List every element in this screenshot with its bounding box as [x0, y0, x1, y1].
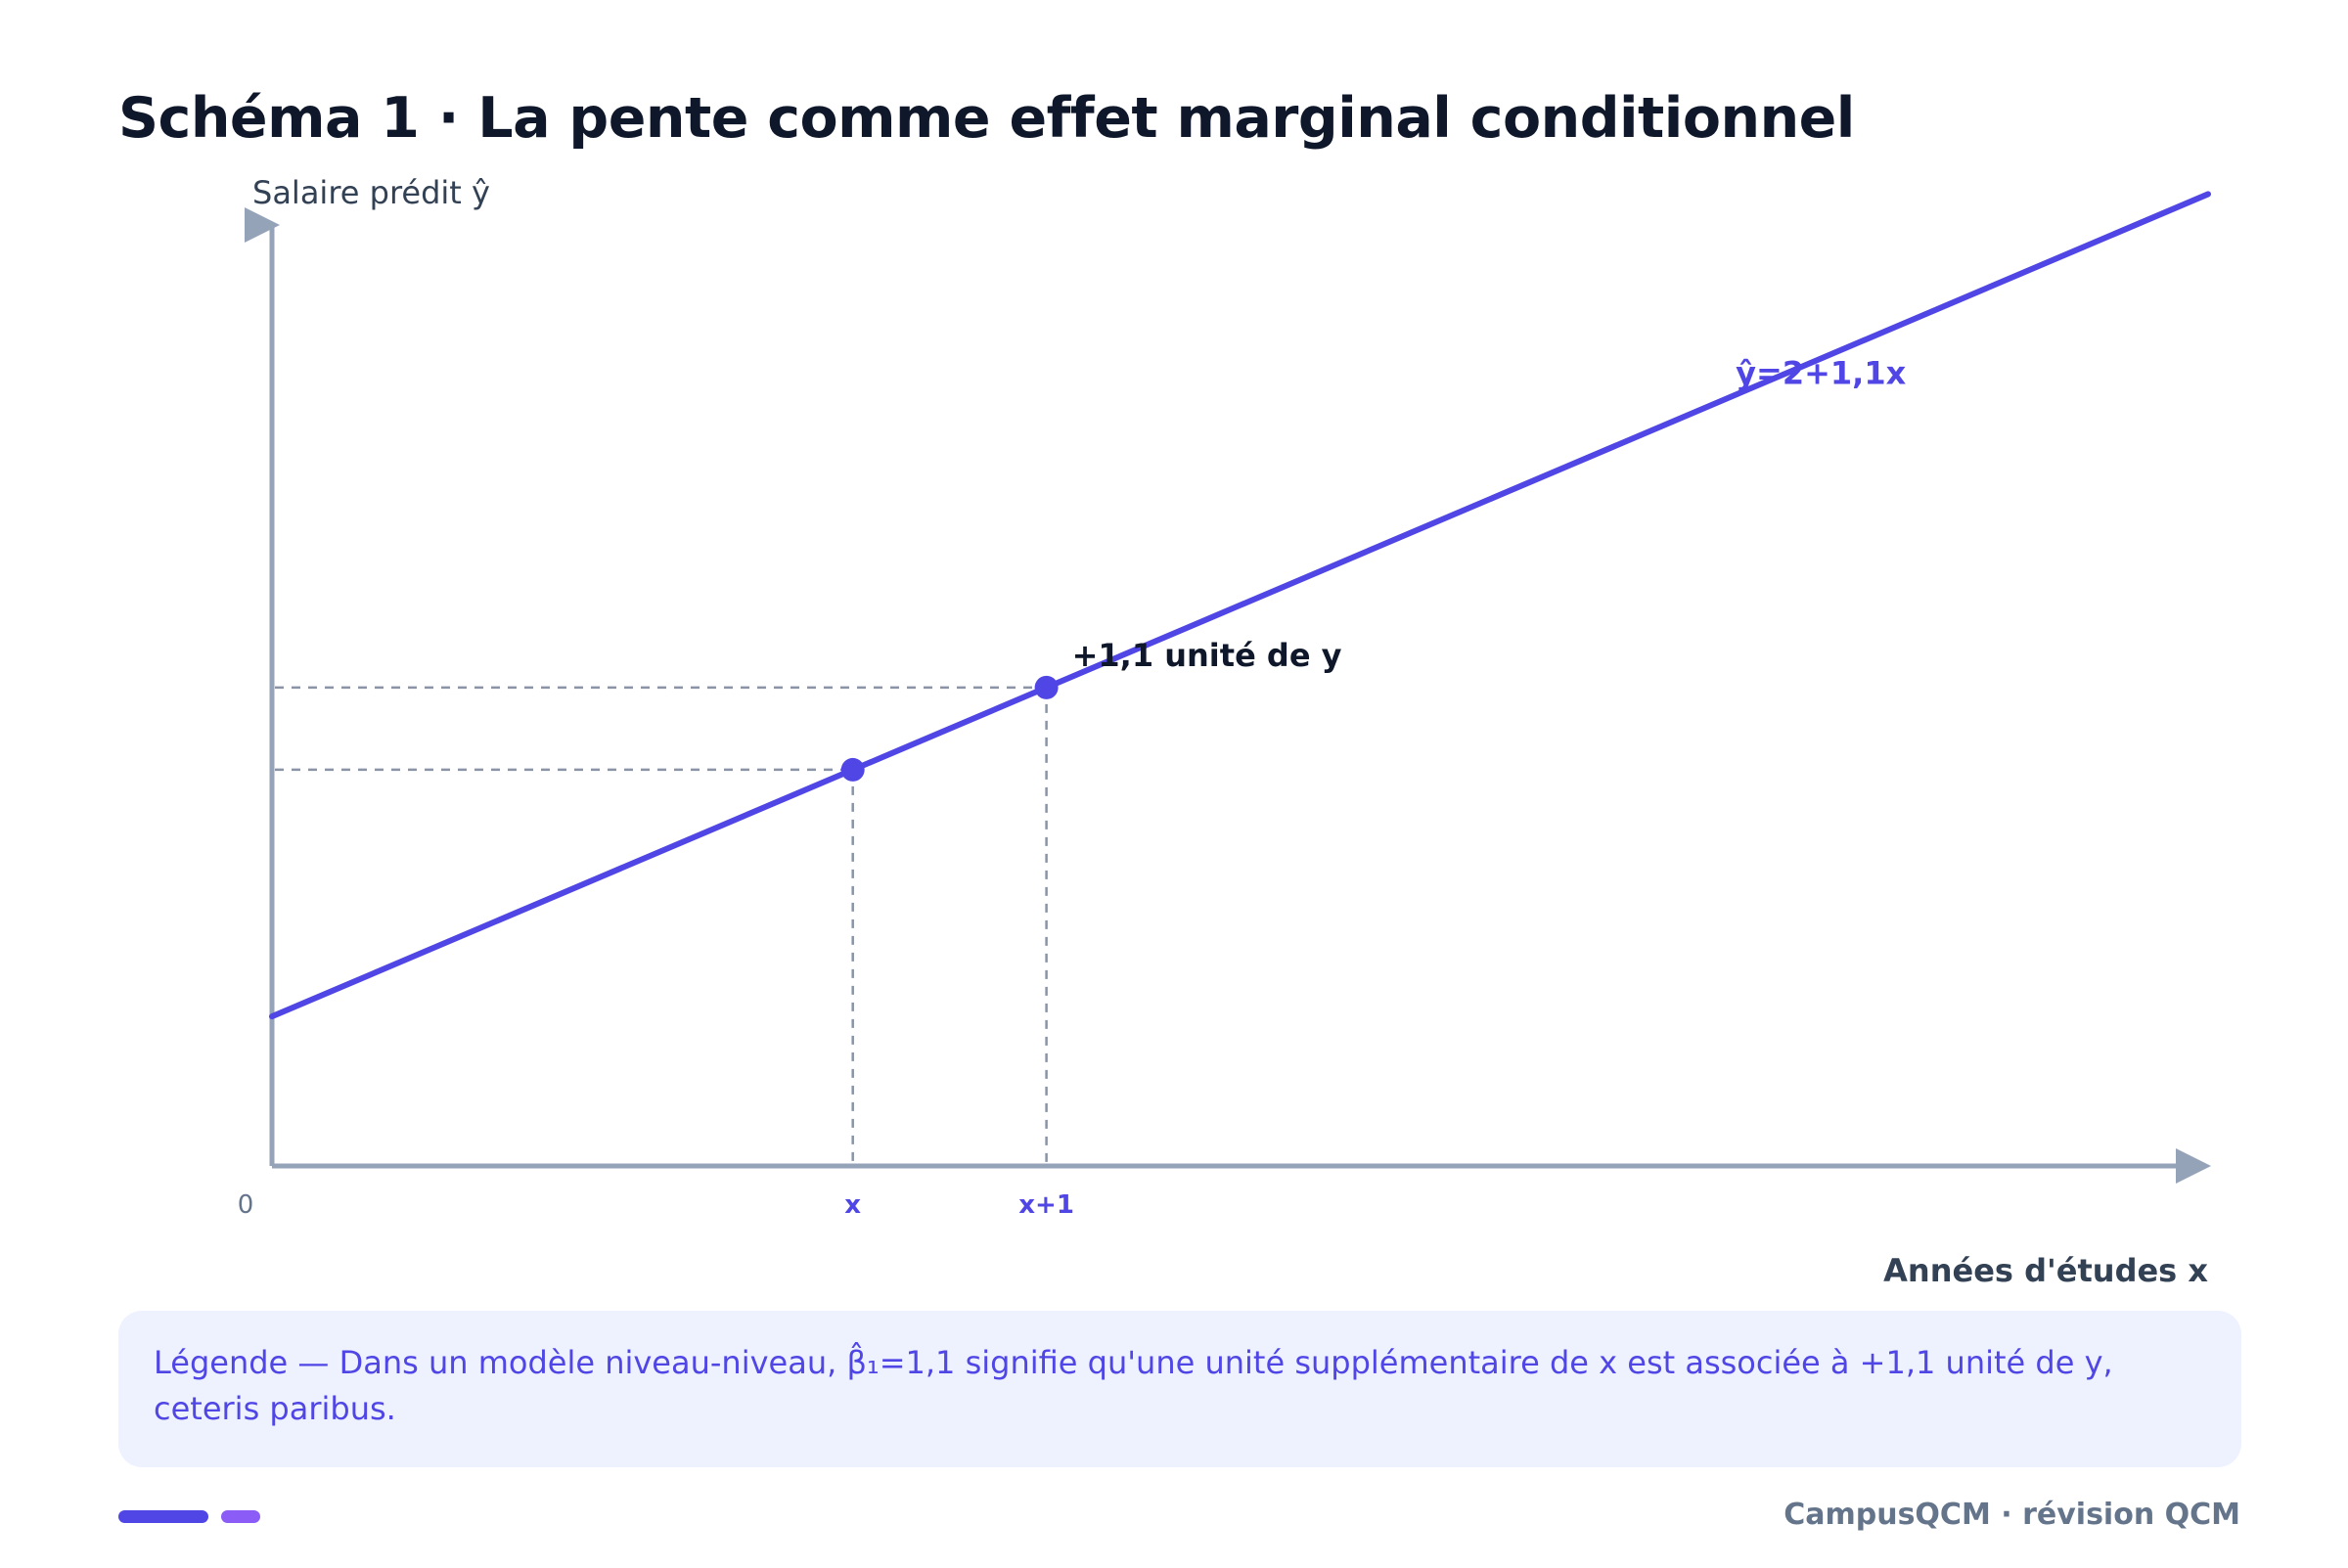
footer-brand: CampusQCM · révision QCM — [1784, 1498, 2240, 1532]
slope-annotation: +1,1 unité de y — [1072, 637, 1342, 674]
page-title: Schéma 1 · La pente comme effet marginal… — [118, 86, 1855, 151]
data-point-0 — [840, 757, 865, 782]
x-tick-label-0: x — [844, 1190, 861, 1220]
x-axis-label: Années d'études x — [1883, 1252, 2208, 1289]
series-label: ŷ=2+1,1x — [1736, 354, 1906, 391]
origin-label: 0 — [238, 1190, 254, 1220]
footer-accent-bar-secondary — [221, 1510, 260, 1523]
chart: x x+1 Salaire prédit ŷ Années d'études x 0 ŷ=… — [238, 174, 2211, 1289]
x-tick-label-1: x+1 — [1018, 1190, 1074, 1220]
y-axis-arrow — [245, 207, 280, 243]
x-axis-arrow — [2176, 1148, 2211, 1184]
regression-line — [269, 191, 2211, 1020]
footer-accent-bar — [118, 1510, 208, 1523]
data-point-1 — [1034, 675, 1059, 699]
y-axis-label: Salaire prédit ŷ — [252, 174, 490, 211]
legend-line-1: Légende — Dans un modèle niveau-niveau, … — [154, 1344, 2113, 1381]
legend-line-2: ceteris paribus. — [154, 1390, 396, 1427]
legend-box: Légende — Dans un modèle niveau-niveau, … — [118, 1311, 2241, 1467]
